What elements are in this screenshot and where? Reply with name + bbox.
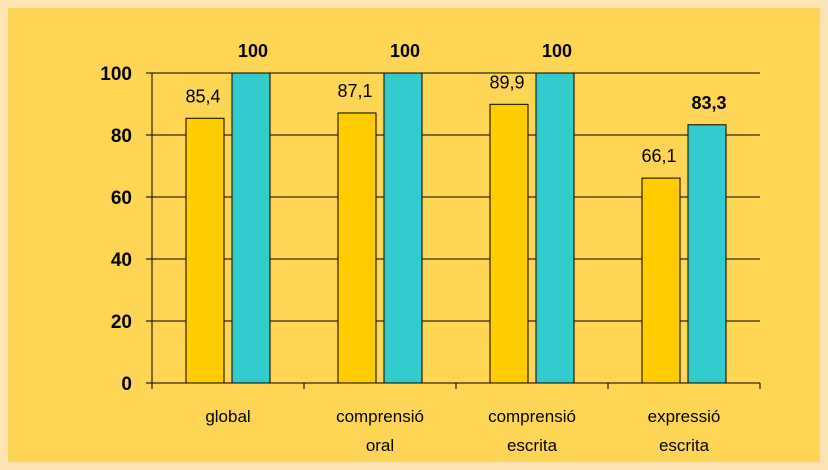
x-category-label: comprensió oral: [336, 407, 424, 455]
x-category-label-line: escrita: [659, 436, 710, 455]
bar: [641, 177, 681, 384]
y-tick-label: 100: [100, 64, 132, 85]
bar: [489, 103, 529, 384]
y-tick-label: 0: [121, 374, 132, 395]
bar: [535, 72, 575, 384]
data-label: 100: [390, 41, 420, 61]
x-category-label-line: expressió: [648, 407, 721, 426]
data-label: 85,4: [185, 86, 220, 106]
x-category-label: expressió escrita: [648, 407, 721, 455]
bar: [231, 72, 271, 384]
y-tick-label: 20: [111, 312, 132, 333]
y-tick-label: 40: [111, 250, 132, 271]
x-category-label-line: comprensió: [336, 407, 424, 426]
data-label: 66,1: [641, 146, 676, 166]
y-tick-label: 60: [111, 188, 132, 209]
y-tick-label: 80: [111, 126, 132, 147]
data-label: 100: [238, 41, 268, 61]
x-category-label-line: global: [205, 407, 250, 426]
bar: [337, 112, 377, 384]
bar: [383, 72, 423, 384]
data-label: 100: [542, 41, 572, 61]
bar: [687, 124, 727, 384]
x-category-label-line: oral: [366, 436, 394, 455]
data-label: 89,9: [489, 72, 524, 92]
data-label: 83,3: [691, 93, 726, 113]
bar: [185, 117, 225, 384]
x-category-label-line: comprensió: [488, 407, 576, 426]
x-category-label: global: [205, 407, 250, 426]
x-category-label: comprensió escrita: [488, 407, 576, 455]
x-category-label-line: escrita: [507, 436, 558, 455]
data-label: 87,1: [337, 81, 372, 101]
